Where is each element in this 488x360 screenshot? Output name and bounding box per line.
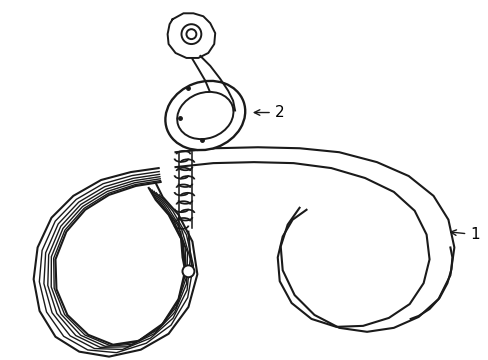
Circle shape [182, 265, 194, 277]
Text: 2: 2 [254, 105, 284, 120]
Text: 1: 1 [450, 227, 479, 242]
Circle shape [181, 24, 201, 44]
Circle shape [186, 29, 196, 39]
Ellipse shape [177, 92, 233, 139]
Ellipse shape [165, 81, 245, 150]
